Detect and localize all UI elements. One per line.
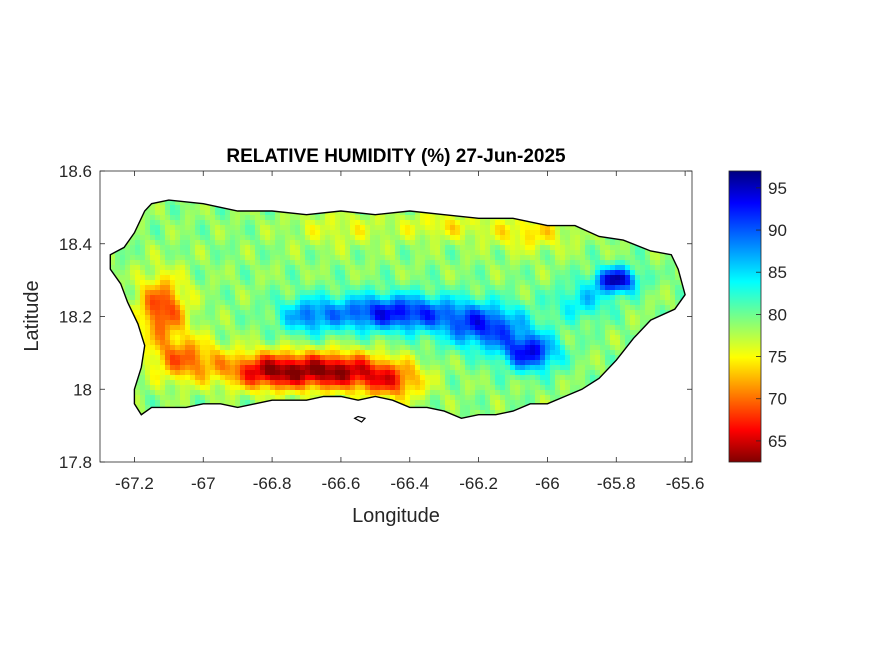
colorbar-tick-label: 65 [768, 432, 787, 451]
y-tick-label: 17.8 [59, 453, 92, 472]
colorbar [728, 170, 762, 463]
colorbar-tick-label: 80 [768, 305, 787, 324]
x-axis: -67.2 -67 -66.8 -66.6 -66.4 -66.2 -66 -65.8 -65.… [115, 171, 704, 493]
colorbar-tick-label: 85 [768, 263, 787, 282]
x-tick-label: -67.2 [115, 474, 154, 493]
y-tick-label: 18.4 [59, 235, 92, 254]
x-tick-label: -67 [191, 474, 216, 493]
x-axis-label: Longitude [352, 505, 440, 527]
colorbar-tick-label: 90 [768, 221, 787, 240]
x-tick-label: -66 [535, 474, 560, 493]
y-tick-label: 18 [73, 380, 92, 399]
y-axis-label: Latitude [21, 280, 43, 351]
island-0 [353, 415, 367, 423]
x-tick-label: -65.8 [597, 474, 636, 493]
y-tick-label: 18.6 [59, 162, 92, 181]
y-tick-label: 18.2 [59, 308, 92, 327]
coastline [109, 199, 686, 420]
y-axis: 17.8 18 18.2 18.4 18.6 [59, 162, 692, 472]
x-tick-label: -66.8 [253, 474, 292, 493]
small-islands [353, 415, 367, 423]
colorbar-tick-label: 95 [768, 179, 787, 198]
chart-title: RELATIVE HUMIDITY (%) 27-Jun-2025 [226, 146, 566, 167]
x-tick-label: -66.4 [390, 474, 429, 493]
x-tick-label: -66.2 [459, 474, 498, 493]
x-tick-label: -66.6 [322, 474, 361, 493]
colorbar-tick-label: 75 [768, 348, 787, 367]
colorbar-tick-label: 70 [768, 390, 787, 409]
x-tick-label: -65.6 [666, 474, 705, 493]
colorbar-ticks: 65 70 75 80 85 90 95 [756, 179, 787, 451]
